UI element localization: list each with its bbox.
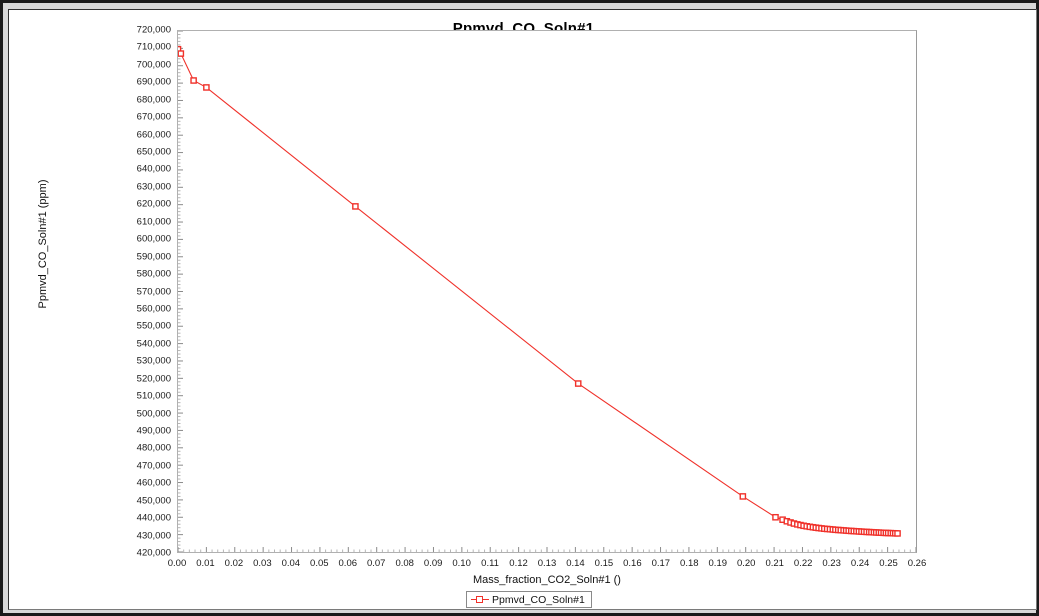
y-tick-label: 500,000 [136,408,171,420]
data-point-marker [574,380,582,387]
x-tick-label: 0.24 [850,558,870,569]
y-tick-label: 720,000 [136,24,171,36]
x-tick-label: 0.06 [338,558,358,569]
x-tick-label: 0.05 [310,558,329,569]
y-axis-title: Ppmvd_CO_Soln#1 (ppm) [37,179,49,309]
y-tick-label: 510,000 [136,390,171,402]
x-tick-label: 0.21 [765,558,784,569]
data-point-marker [739,493,747,500]
y-tick-label: 450,000 [136,495,171,507]
x-tick-label: 0.02 [224,558,244,569]
chart-legend[interactable]: Ppmvd_CO_Soln#1 [466,591,592,608]
legend-label: Ppmvd_CO_Soln#1 [492,593,585,606]
y-tick-label: 530,000 [136,355,171,367]
x-tick-label: 0.25 [879,558,898,569]
y-tick-label: 490,000 [136,425,171,437]
x-tick-label: 0.18 [680,558,699,569]
y-tick-label: 470,000 [136,460,171,472]
y-tick-label: 610,000 [136,216,171,228]
x-axis-tick-labels: 0.00 0.01 0.02 0.03 0.04 0.05 0.06 0.07 0.08 0.09… [168,555,927,573]
data-point-marker [352,203,359,210]
series-line [178,48,898,534]
y-tick-label: 560,000 [136,303,171,315]
y-tick-label: 570,000 [136,286,171,297]
x-tick-label: 0.10 [452,558,471,569]
x-tick-label: 0.03 [253,558,272,569]
x-tick-label: 0.15 [594,558,614,569]
y-tick-label: 590,000 [136,251,171,263]
y-tick-label: 700,000 [136,59,171,71]
data-point-marker [178,45,182,53]
y-tick-label: 460,000 [136,477,171,489]
y-tick-label: 420,000 [136,547,171,559]
y-tick-label: 430,000 [136,530,171,542]
x-tick-label: 0.14 [566,558,585,569]
data-point-marker [178,50,185,57]
data-point-marker [190,77,197,84]
x-tick-label: 0.09 [423,558,443,569]
y-tick-label: 520,000 [136,373,171,385]
y-tick-label: 640,000 [136,163,171,175]
y-tick-label: 480,000 [136,442,171,454]
y-tick-label: 600,000 [136,233,171,245]
y-tick-label: 630,000 [136,181,171,193]
x-tick-label: 0.16 [623,558,642,569]
data-point-marker [203,84,210,91]
data-point-marker [894,530,901,537]
y-tick-label: 580,000 [136,268,171,280]
x-tick-label: 0.22 [793,558,813,569]
x-tick-label: 0.23 [822,558,841,569]
y-tick-label: 620,000 [136,198,171,210]
y-tick-label: 690,000 [136,76,171,88]
x-tick-label: 0.08 [395,558,414,569]
x-tick-label: 0.00 [167,558,187,569]
series-group [178,45,901,537]
y-tick-label: 710,000 [136,41,171,53]
y-tick-label: 670,000 [136,111,171,123]
x-tick-label: 0.04 [281,558,301,569]
y-tick-label: 650,000 [136,146,171,158]
plot-svg [178,31,916,552]
y-tick-label: 440,000 [136,512,171,524]
x-tick-label: 0.07 [366,558,386,569]
y-tick-label: 540,000 [136,338,171,350]
x-tick-label: 0.26 [907,558,927,569]
data-point-marker [772,513,779,521]
x-tick-label: 0.01 [196,558,215,569]
chart-canvas: Ppmvd_CO_Soln#1 Ppmvd_CO_Soln#1 (ppm) 72… [8,9,1037,610]
x-tick-label: 0.19 [708,558,728,569]
x-tick-label: 0.17 [651,558,671,569]
y-tick-label: 660,000 [136,129,171,141]
y-tick-label: 680,000 [136,94,171,106]
x-tick-label: 0.12 [509,558,528,569]
x-tick-label: 0.13 [537,558,557,569]
x-tick-label: 0.11 [481,558,499,569]
plot-area [177,30,917,553]
x-axis-title: Mass_fraction_CO2_Soln#1 () [473,574,621,586]
x-tick-label: 0.20 [736,558,756,569]
legend-marker-icon [471,595,489,604]
axis-ticks-group [178,31,916,552]
y-tick-label: 550,000 [136,320,171,332]
y-axis-tick-labels: 720,000 710,000 700,000 690,000 680,000 670,0… [107,25,171,559]
